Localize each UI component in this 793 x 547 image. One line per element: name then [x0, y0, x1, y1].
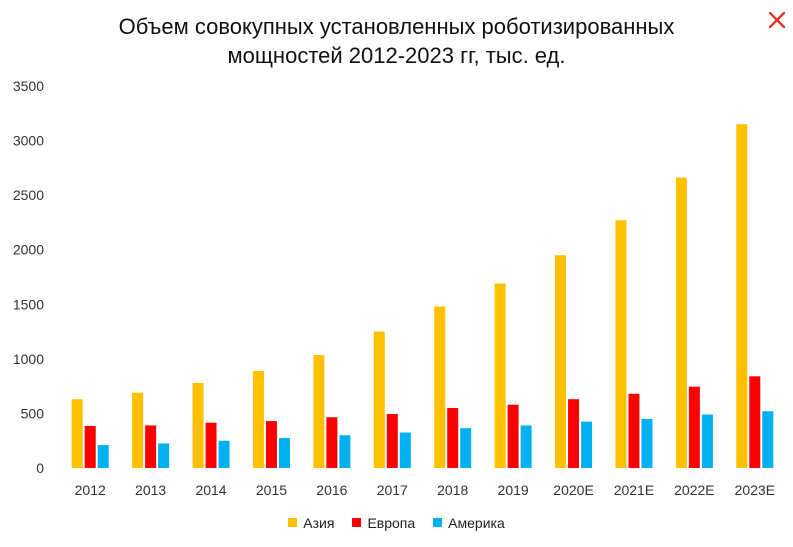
x-tick-label: 2017: [377, 482, 408, 498]
y-tick-label: 3500: [13, 78, 44, 94]
chart-title-line-2: мощностей 2012-2023 гг, тыс. ед.: [227, 43, 566, 68]
bar: [434, 306, 446, 468]
bar: [386, 413, 398, 468]
bar: [192, 382, 204, 468]
y-tick-label: 500: [21, 405, 45, 421]
chart-title-line-1: Объем совокупных установленных роботизир…: [118, 14, 675, 39]
legend-item: Азия: [288, 515, 334, 531]
x-tick-label: 2013: [135, 482, 166, 498]
y-tick-label: 1500: [13, 296, 44, 312]
legend: Азия Европа Америка: [0, 514, 793, 531]
legend-label: Америка: [448, 514, 505, 531]
y-tick-label: 0: [36, 460, 44, 476]
x-tick-label: 2023E: [735, 482, 775, 498]
bar: [145, 425, 157, 468]
bar: [688, 386, 700, 468]
bar: [628, 393, 640, 468]
bar: [581, 421, 593, 468]
y-tick-label: 3000: [13, 133, 44, 149]
bars-group: [71, 124, 774, 468]
bar: [494, 283, 506, 468]
x-axis: 2012 2013 2014 2015 2016 2017 2018 2019 2020E 202…: [75, 482, 775, 498]
bar: [460, 428, 472, 468]
bar: [205, 422, 217, 468]
bar: [71, 399, 83, 468]
legend-label: Европа: [367, 514, 416, 531]
bar: [749, 376, 761, 468]
chart-title: Объем совокупных установленных роботизир…: [0, 12, 793, 70]
bar: [373, 331, 385, 468]
bar: [507, 404, 519, 468]
bar: [313, 355, 325, 468]
bar: [615, 220, 627, 468]
legend-item: Европа: [352, 515, 415, 531]
bar: [158, 443, 170, 468]
bar: [132, 392, 144, 468]
x-tick-label: 2015: [256, 482, 287, 498]
bar: [339, 435, 351, 468]
x-tick-label: 2022E: [674, 482, 714, 498]
bar: [762, 411, 774, 468]
bar: [641, 418, 653, 468]
bar: [97, 445, 109, 468]
legend-item: Америка: [433, 515, 505, 531]
bar: [399, 432, 411, 468]
legend-label: Азия: [303, 514, 335, 531]
x-tick-label: 2021E: [614, 482, 654, 498]
legend-swatch: [433, 518, 443, 527]
bar: [555, 255, 567, 468]
bar: [252, 370, 264, 468]
bar: [736, 124, 748, 468]
bar: [218, 440, 230, 468]
legend-swatch: [352, 518, 362, 527]
bar: [675, 177, 687, 468]
bar: [568, 399, 580, 468]
x-tick-label: 2012: [75, 482, 106, 498]
bar: [84, 425, 96, 468]
y-tick-label: 1000: [13, 351, 44, 367]
y-axis: 0 500 1000 1500 2000 2500 3000 3500: [13, 78, 44, 476]
x-tick-label: 2018: [437, 482, 468, 498]
bar: [326, 417, 338, 468]
bar: [278, 437, 290, 468]
close-icon[interactable]: [765, 8, 789, 32]
legend-swatch: [288, 518, 298, 527]
x-tick-label: 2016: [316, 482, 347, 498]
bar: [701, 414, 713, 468]
x-tick-label: 2014: [195, 482, 226, 498]
x-tick-label: 2019: [498, 482, 529, 498]
y-tick-label: 2500: [13, 187, 44, 203]
bar: [520, 425, 532, 468]
y-tick-label: 2000: [13, 242, 44, 258]
bar: [447, 407, 459, 468]
bar: [265, 421, 277, 468]
x-tick-label: 2020E: [553, 482, 593, 498]
